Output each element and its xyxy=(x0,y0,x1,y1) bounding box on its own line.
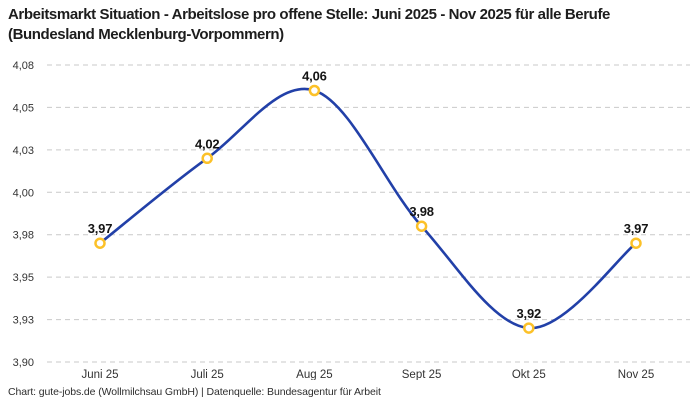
y-tick-label: 3,98 xyxy=(13,230,34,242)
line-chart: 3,90 3,93 3,95 3,98 4,00 4,03 4,05 4,08 Juni 25… xyxy=(13,60,690,380)
data-point-marker[interactable] xyxy=(308,84,321,97)
data-point-marker[interactable] xyxy=(201,152,213,165)
data-point-marker[interactable] xyxy=(415,220,428,232)
chart-credit: Chart: gute-jobs.de (Wollmilchsau GmbH) … xyxy=(8,386,381,398)
data-point-marker[interactable] xyxy=(94,237,106,249)
data-point-value-label: 4,06 xyxy=(302,69,327,84)
x-axis-labels: Juni 25 Juli 25 Aug 25 Sept 25 Okt 25 Nov 25 xyxy=(81,369,654,380)
x-tick-label: Nov 25 xyxy=(618,369,654,380)
x-tick-label: Juni 25 xyxy=(81,369,118,380)
series-line xyxy=(98,87,638,330)
page-title: Arbeitsmarkt Situation - Arbeitslose pro… xyxy=(8,6,610,43)
data-point-value-label: 3,97 xyxy=(624,221,649,236)
y-tick-label: 4,00 xyxy=(13,187,34,199)
data-point-markers xyxy=(94,84,642,334)
data-point-value-label: 3,92 xyxy=(517,306,542,321)
y-tick-label: 3,95 xyxy=(13,272,34,284)
data-point-marker[interactable] xyxy=(630,237,642,249)
y-tick-label: 4,03 xyxy=(13,145,34,157)
x-tick-label: Sept 25 xyxy=(402,369,442,380)
y-tick-label: 3,93 xyxy=(13,315,34,327)
x-tick-label: Aug 25 xyxy=(296,369,332,380)
y-tick-label: 3,90 xyxy=(13,357,34,369)
y-tick-label: 4,05 xyxy=(13,102,34,114)
y-tick-label: 4,08 xyxy=(13,60,34,72)
data-point-value-label: 4,02 xyxy=(195,136,220,151)
data-point-labels: 3,97 4,02 4,06 3,98 3,92 3,97 xyxy=(88,69,649,322)
y-axis-labels: 3,90 3,93 3,95 3,98 4,00 4,03 4,05 4,08 xyxy=(13,60,34,369)
data-point-value-label: 3,98 xyxy=(409,204,434,219)
x-tick-label: Juli 25 xyxy=(191,369,224,380)
data-point-value-label: 3,97 xyxy=(88,221,113,236)
data-point-marker[interactable] xyxy=(523,322,535,334)
gridlines xyxy=(47,64,690,363)
x-tick-label: Okt 25 xyxy=(512,369,546,380)
